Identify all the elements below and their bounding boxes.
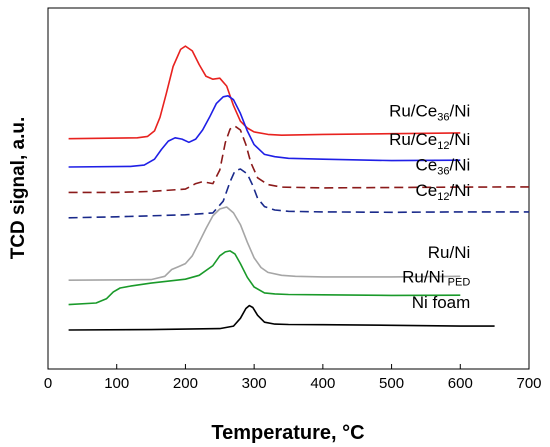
series-label-3: Ce12/Ni: [416, 181, 471, 203]
series-label-main: Ce: [416, 155, 438, 174]
series-line-6: [68, 304, 495, 331]
x-tick-label: 200: [173, 375, 198, 392]
x-tick-label: 500: [379, 375, 404, 392]
series-label-subscript: 12: [437, 140, 449, 152]
series-label-tail: /Ni: [450, 130, 471, 149]
series-label-2: Ce36/Ni: [416, 155, 471, 177]
series-label-0: Ru/Ce36/Ni: [389, 102, 470, 124]
series-line-1: [68, 95, 461, 168]
series-label-tail: /Ni: [450, 181, 471, 200]
series-labels: Ru/Ce36/NiRu/Ce12/NiCe36/NiCe12/NiRu/NiR…: [389, 102, 470, 312]
series-label-main: Ni foam: [412, 293, 471, 312]
series-label-tail: /Ni: [450, 102, 471, 121]
x-axis-title: Temperature, °C: [211, 422, 364, 444]
series-label-main: Ru/Ni: [428, 243, 471, 262]
y-axis-title: TCD signal, a.u.: [8, 117, 29, 260]
series-line-0: [68, 45, 461, 140]
series-label-subscript: 12: [437, 191, 449, 203]
series-line-2: [68, 125, 530, 194]
series-label-main: Ce: [416, 181, 438, 200]
series-label-subscript: 36: [437, 112, 449, 124]
x-tick-label: 700: [516, 375, 541, 392]
x-tick-label: 300: [242, 375, 267, 392]
series-label-1: Ru/Ce12/Ni: [389, 130, 470, 152]
series-label-subscript: 36: [437, 165, 449, 177]
x-tick-label: 600: [448, 375, 473, 392]
series-label-tail: /Ni: [450, 155, 471, 174]
x-tick-label: 100: [104, 375, 129, 392]
series-line-4: [68, 206, 461, 281]
series-label-5: Ru/Ni PED: [402, 268, 470, 289]
series-label-tail: PED: [445, 277, 471, 289]
x-axis-ticks: 0 100 200 300 400 500 600 700: [44, 364, 542, 392]
series-line-3: [68, 168, 529, 219]
series-label-4: Ru/Ni: [428, 243, 471, 262]
series-label-main: Ru/Ce: [389, 130, 437, 149]
x-tick-label: 400: [310, 375, 335, 392]
series-line-5: [68, 250, 461, 306]
series-lines: [68, 45, 530, 331]
plot-frame: [47, 7, 530, 370]
series-label-main: Ru/Ni: [402, 268, 445, 287]
series-label-main: Ru/Ce: [389, 102, 437, 121]
series-label-6: Ni foam: [412, 293, 471, 312]
x-tick-label: 0: [44, 375, 52, 392]
